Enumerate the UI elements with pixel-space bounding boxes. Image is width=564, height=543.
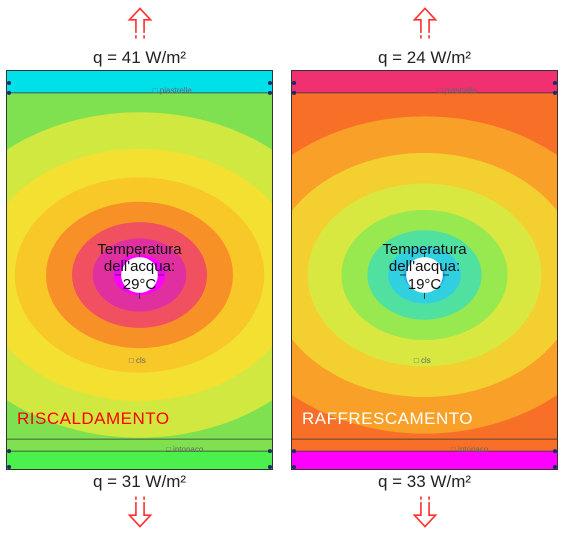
- arrow-down-icon: [400, 494, 450, 543]
- arrow-down-icon: [115, 494, 165, 543]
- top-arrow-block: q = 41 W/m²: [93, 0, 186, 70]
- mode-label: RAFFRESCAMENTO: [302, 409, 473, 429]
- tiny-label: □ piastrelle: [153, 86, 192, 95]
- heatmap-cooling: Temperaturadell'acqua:19°CRAFFRESCAMENTO…: [291, 70, 558, 470]
- arrow-up-icon: [115, 0, 165, 46]
- panel-heating: q = 41 W/m² Temperaturadell'acqua:29°CRI…: [6, 0, 273, 542]
- top-q-label: q = 24 W/m²: [378, 48, 471, 68]
- tiny-label: □ intonaco: [166, 445, 203, 454]
- arrow-up-icon: [400, 0, 450, 46]
- tiny-label: □ piastrelle: [438, 86, 477, 95]
- tiny-label: □ cls: [414, 356, 431, 365]
- tiny-label: □ intonaco: [451, 445, 488, 454]
- panel-cooling: q = 24 W/m² Temperaturadell'acqua:19°CRA…: [291, 0, 558, 542]
- mode-label: RISCALDAMENTO: [17, 409, 170, 429]
- tiny-label: □ cls: [129, 356, 146, 365]
- heatmap-heating: Temperaturadell'acqua:29°CRISCALDAMENTO□…: [6, 70, 273, 470]
- top-q-label: q = 41 W/m²: [93, 48, 186, 68]
- bottom-arrow-block: q = 31 W/m²: [93, 470, 186, 540]
- bottom-arrow-block: q = 33 W/m²: [378, 470, 471, 540]
- top-arrow-block: q = 24 W/m²: [378, 0, 471, 70]
- bottom-q-label: q = 31 W/m²: [93, 472, 186, 492]
- bottom-q-label: q = 33 W/m²: [378, 472, 471, 492]
